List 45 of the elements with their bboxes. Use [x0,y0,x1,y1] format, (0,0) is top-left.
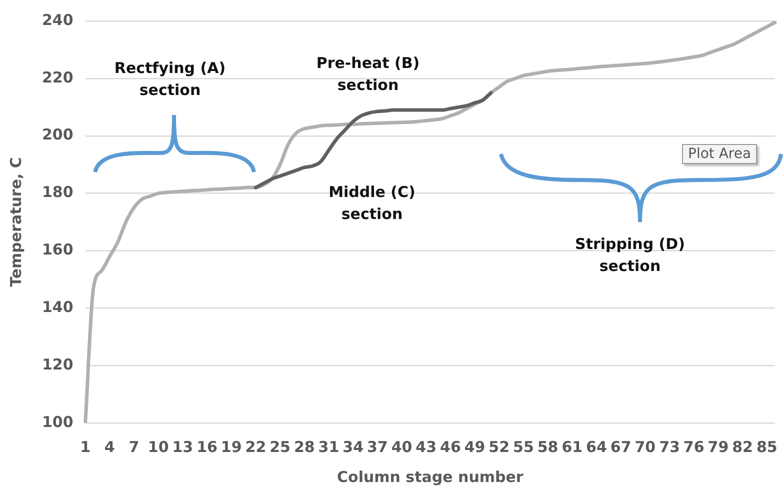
x-tick-label: 61 [562,438,583,456]
x-tick-label: 10 [148,438,169,456]
x-tick-label: 43 [416,438,437,456]
x-tick-label: 40 [391,438,412,456]
x-tick-label: 37 [366,438,388,456]
x-tick-label: 22 [245,438,266,456]
x-tick-label: 52 [488,438,510,456]
x-tick-label: 49 [464,438,486,456]
y-tick-label: 160 [42,240,74,259]
x-tick-label: 64 [586,438,607,456]
y-tick-label: 140 [42,298,74,316]
x-tick-label: 25 [270,438,290,456]
annotation: Plot Area [682,144,758,164]
x-tick-label: 31 [318,438,340,456]
y-tick-label: 100 [42,412,74,431]
x-tick-label: 55 [513,438,534,456]
y-tick-label: 240 [42,10,74,29]
x-tick-label: 16 [196,438,218,456]
x-tick-label: 58 [537,438,558,456]
x-tick-label: 82 [732,438,753,456]
x-tick-label: 19 [220,438,242,456]
x-tick-label: 28 [294,438,315,456]
y-tick-label: 220 [42,68,74,86]
x-tick-label: 79 [708,438,729,456]
y-axis-title: Temperature, C [6,157,25,287]
x-tick-label: 34 [342,438,364,456]
x-tick-label: 46 [440,438,461,456]
x-tick-label: 85 [756,438,778,456]
x-axis-title: Column stage number [336,468,524,486]
x-tick-label: 4 [104,438,115,456]
x-tick-label: 76 [683,438,704,456]
x-tick-label: 73 [659,438,680,456]
line-series [84,21,777,423]
annotation: Rectfying (A) section [114,58,226,101]
annotation: Pre-heat (B) section [316,53,420,96]
y-tick-label: 200 [42,126,74,144]
y-tick-label: 120 [42,355,74,374]
annotation: Middle (C) section [328,182,416,225]
x-tick-label: 13 [172,438,194,456]
annotation: Stripping (D) section [575,234,685,277]
x-tick-label: 1 [80,438,91,456]
y-tick-label: 180 [42,183,74,202]
x-tick-label: 67 [610,438,632,456]
x-tick-label: 7 [128,438,140,456]
x-tick-label: 70 [634,438,656,456]
